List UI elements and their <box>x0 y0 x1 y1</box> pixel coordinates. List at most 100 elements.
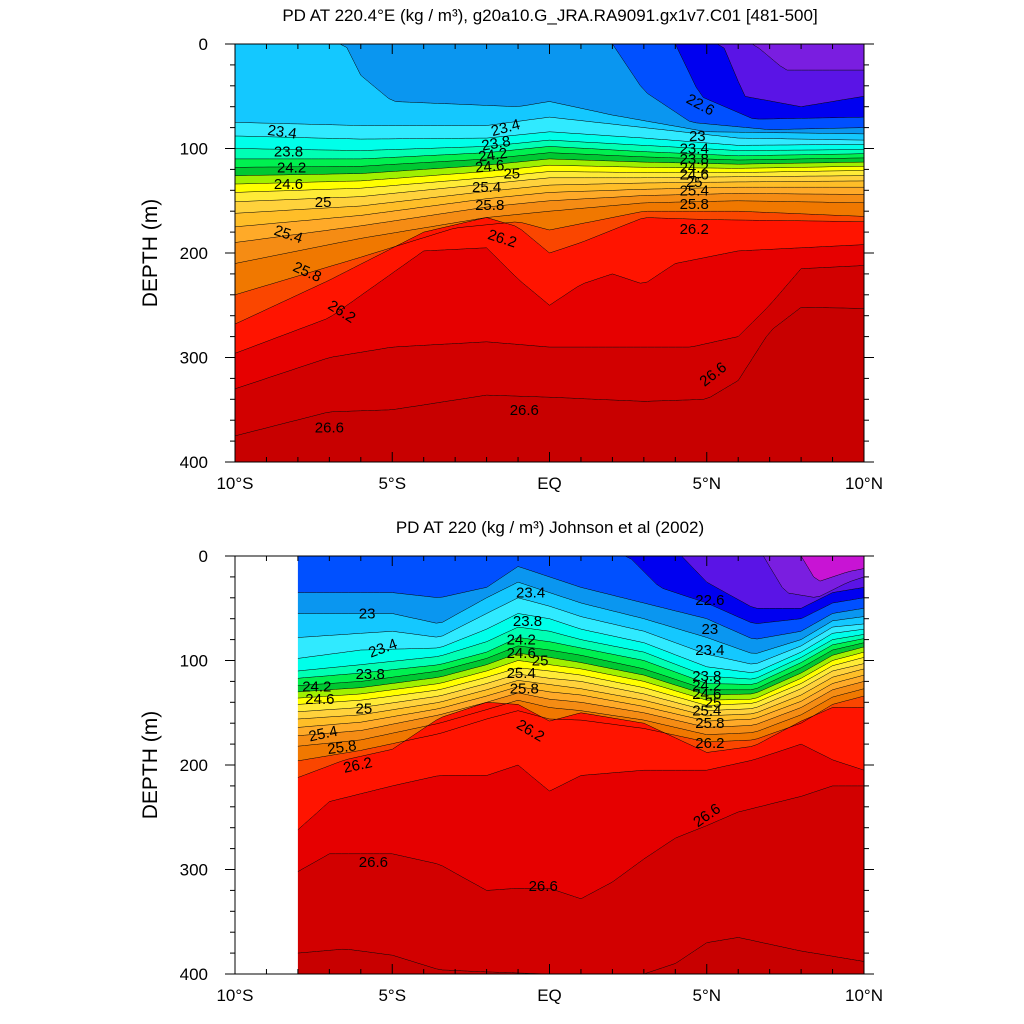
density-band-25-4 <box>235 187 864 243</box>
density-band-22-8 <box>297 556 864 639</box>
y-axis-label-bottom: DEPTH (m) <box>139 711 162 820</box>
isopycnal-26-4 <box>297 743 864 830</box>
isopycnal-22-4 <box>235 44 864 71</box>
density-band-24-8 <box>235 170 864 202</box>
isopycnal-24 <box>297 637 864 685</box>
contour-label-25-8: 25.8 <box>475 197 504 214</box>
density-band-25-2 <box>297 668 864 728</box>
density-band-24-2 <box>235 152 864 176</box>
density-band-26-8 <box>297 937 864 974</box>
isopycnal-22-4 <box>297 556 864 598</box>
isopycnal-23 <box>235 44 864 130</box>
contour-label-23: 23 <box>689 128 706 145</box>
contour-label-24-2: 24.2 <box>507 632 536 649</box>
panel-bottom: PD AT 220 (kg / m³) Johnson et al (2002)… <box>139 518 883 1005</box>
isopycnal-23-6 <box>297 613 864 673</box>
isopycnal-25-4 <box>297 674 864 728</box>
contour-label-25-8: 25.8 <box>326 737 357 758</box>
chart-title-bottom: PD AT 220 (kg / m³) Johnson et al (2002) <box>396 518 704 537</box>
isopycnal-24 <box>235 146 864 160</box>
isopycnal-23-2 <box>235 44 864 135</box>
density-band-25-2 <box>235 180 864 227</box>
contour-label-24-6: 24.6 <box>474 157 505 176</box>
contour-label-23-8: 23.8 <box>274 144 303 161</box>
contour-label-26-2: 26.2 <box>342 754 374 777</box>
density-band-26-2 <box>297 702 864 830</box>
contour-label-25-8: 25.8 <box>680 196 709 213</box>
contour-label-25: 25 <box>532 653 549 670</box>
density-band-25-6 <box>297 681 864 747</box>
isopycnal-22-8 <box>235 44 864 120</box>
contour-label-23-4: 23.4 <box>266 122 297 143</box>
isopycnal-23-4 <box>235 116 864 141</box>
isopycnal-22-6 <box>297 556 864 609</box>
contour-label-25-4: 25.4 <box>680 182 709 199</box>
contour-label-23: 23 <box>702 621 719 638</box>
isopycnal-25-4 <box>235 186 864 228</box>
axes-top: 10°S 5°S EQ 5°N 10°N 0 100 200 300 400 <box>180 35 883 493</box>
isopycnal-24-6 <box>235 164 864 185</box>
contour-label-24-6: 24.6 <box>680 167 709 184</box>
isopycnal-24-2 <box>297 642 864 691</box>
isopycnal-24-8 <box>297 657 864 706</box>
density-band-26-6 <box>297 785 864 974</box>
y-tick-label: 400 <box>180 453 208 472</box>
isopycnal-23-6 <box>235 131 864 146</box>
isopycnal-26 <box>297 695 864 762</box>
axes-bottom: 10°S 5°S EQ 5°N 10°N 0 100 200 300 400 <box>180 547 883 1005</box>
isopycnal-26-2 <box>297 702 864 778</box>
isopycnal-25-8 <box>235 200 864 264</box>
contour-label-23: 23 <box>359 606 376 623</box>
isopycnal-24-2 <box>235 152 864 168</box>
x-tick-label: 5°S <box>378 986 406 1005</box>
contour-label-24-2: 24.2 <box>477 145 508 166</box>
density-band-26-2 <box>235 217 864 354</box>
contour-label-25: 25 <box>705 694 722 711</box>
contour-label-26-6: 26.6 <box>315 420 344 437</box>
isopycnal-24-8 <box>235 170 864 193</box>
chart-title-top: PD AT 220.4°E (kg / m³), g20a10.G_JRA.RA… <box>282 6 817 25</box>
contour-label-26-6: 26.6 <box>529 878 558 895</box>
panel-top: PD AT 220.4°E (kg / m³), g20a10.G_JRA.RA… <box>139 6 883 493</box>
contour-label-23-4: 23.4 <box>489 116 522 140</box>
density-band-22-2 <box>297 556 864 598</box>
contour-label-23-8: 23.8 <box>356 666 385 683</box>
density-band-23-6 <box>235 131 864 151</box>
x-tick-label: 5°S <box>378 474 406 493</box>
contour-label-23-8: 23.8 <box>513 613 542 630</box>
density-band-top-surface <box>297 556 864 582</box>
density-band-23-2 <box>235 44 864 141</box>
density-band-23-4 <box>235 117 864 146</box>
contour-label-25-4: 25.4 <box>307 723 339 746</box>
density-field-bottom <box>297 556 864 974</box>
isopycnal-25-2 <box>235 180 864 214</box>
contour-label-25: 25 <box>315 194 332 211</box>
y-tick-label: 200 <box>180 756 208 775</box>
y-tick-label: 100 <box>180 140 208 159</box>
isopycnal-23-2 <box>297 581 864 654</box>
contour-labels-bottom: 2323.423.824.224.62525.425.826.226.623.4… <box>302 585 724 896</box>
isopycnal-23-8 <box>297 626 864 680</box>
isopycnal-25 <box>235 175 864 203</box>
contour-label-23-8: 23.8 <box>692 668 721 685</box>
density-band-23-4 <box>297 597 864 673</box>
density-band-23-2 <box>297 582 864 664</box>
isopycnal-26-8 <box>235 307 864 437</box>
isopycnal-lines-bottom <box>297 556 864 974</box>
isopycnal-26-4 <box>235 244 864 354</box>
isopycnal-24-4 <box>297 646 864 696</box>
contour-label-24-2: 24.2 <box>692 678 721 695</box>
x-tick-label: 10°N <box>845 986 883 1005</box>
density-band-22-4 <box>235 44 864 107</box>
isopycnal-26-6 <box>297 785 864 900</box>
isopycnal-24-6 <box>297 651 864 701</box>
contour-label-22-6: 22.6 <box>695 592 724 609</box>
x-tick-label: 5°N <box>692 986 721 1005</box>
density-band-22-8 <box>235 44 864 130</box>
y-tick-label: 200 <box>180 244 208 263</box>
y-tick-label: 100 <box>180 652 208 671</box>
contour-label-26-6: 26.6 <box>510 402 539 419</box>
density-band-25-8 <box>235 200 864 295</box>
isopycnal-lines-top <box>235 44 864 437</box>
